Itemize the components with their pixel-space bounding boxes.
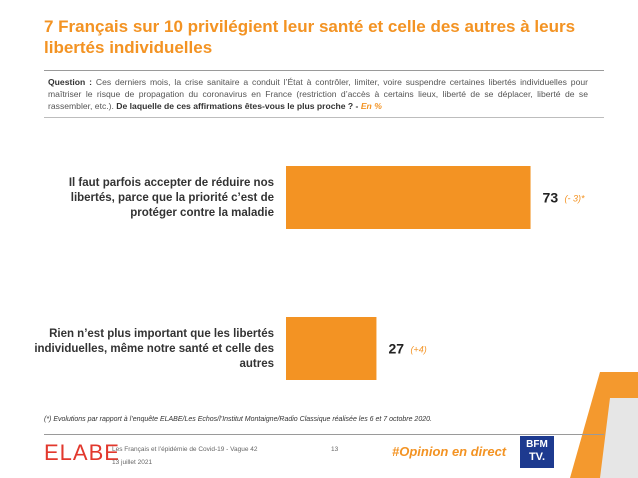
question-text: Ces derniers mois, la crise sanitaire a … — [48, 77, 589, 111]
change-label-0: (- 3)* — [565, 194, 585, 204]
value-label-0: 73 — [543, 190, 559, 206]
question-label: Question : — [48, 77, 92, 87]
opinion-hashtag: #Opinion en direct — [392, 444, 507, 459]
page-number: 13 — [331, 446, 339, 453]
footer-divider — [44, 434, 604, 435]
elabe-logo: ELABE — [44, 440, 120, 465]
footer-study-name: Les Français et l’épidémie de Covid-19 -… — [112, 446, 258, 453]
bar-1 — [286, 317, 377, 380]
question-unit: En % — [360, 101, 382, 111]
category-label-0: Il faut parfois accepter de réduire nos … — [68, 177, 274, 219]
bfmtv-logo-bottom: TV. — [528, 451, 546, 463]
decorative-chevron-grey — [600, 398, 638, 478]
bfmtv-logo: BFM TV. — [520, 436, 554, 468]
change-label-1: (+4) — [410, 345, 426, 355]
footer-date: 13 juillet 2021 — [112, 459, 153, 466]
title-divider — [44, 70, 604, 71]
bar-0 — [286, 166, 531, 229]
page-title: 7 Français sur 10 privilégient leur sant… — [44, 17, 576, 57]
footnote: (*) Evolutions par rapport à l’enquête E… — [44, 416, 432, 423]
value-label-1: 27 — [388, 341, 404, 357]
question-block: Question : Ces derniers mois, la crise s… — [48, 76, 588, 112]
question-prompt: De laquelle de ces affirmations êtes-vou… — [116, 101, 359, 111]
bfmtv-logo-top: BFM — [526, 439, 548, 450]
category-label-1: Rien n’est plus important que les libert… — [34, 328, 274, 370]
question-divider — [44, 117, 604, 118]
